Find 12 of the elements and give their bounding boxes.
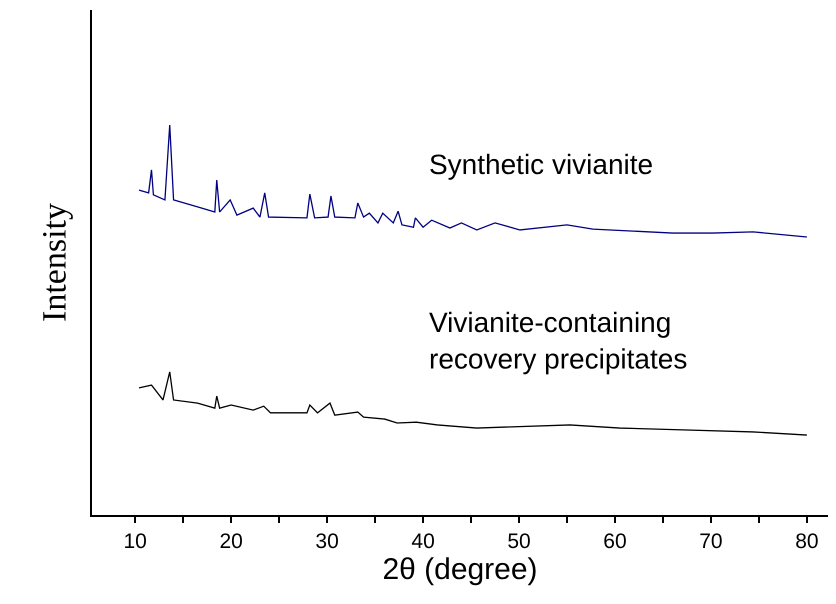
x-tick-label: 70 [699,530,723,553]
y-axis-title: Intensity [36,203,74,322]
x-tick-label: 50 [507,530,531,553]
x-tick-label: 30 [315,530,339,553]
x-axis-title: 2θ (degree) [382,552,538,586]
x-tick-label: 20 [219,530,243,553]
series-label: Vivianite-containing recovery precipitates [429,307,688,374]
x-tick-label: 40 [411,530,435,553]
x-tick-label: 10 [124,530,147,553]
series-label: Synthetic vivianite [429,149,654,180]
x-tick-label: 80 [795,530,819,553]
x-tick-label: 60 [603,530,627,553]
